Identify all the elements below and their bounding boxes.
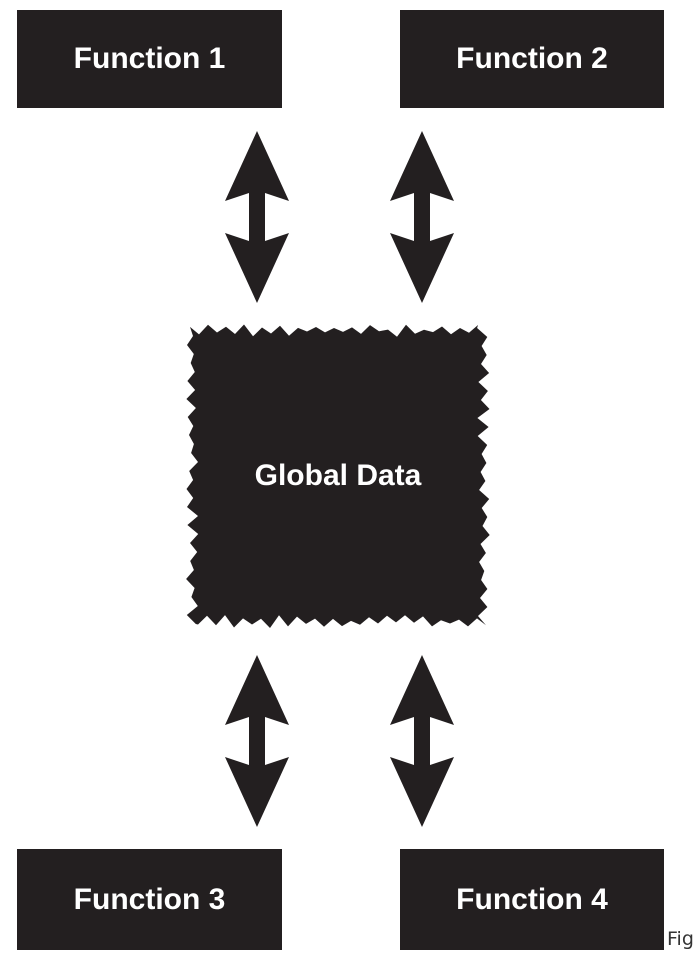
function-3-box: Function 3 bbox=[17, 849, 282, 950]
function-3-label: Function 3 bbox=[73, 882, 226, 916]
global-data-label: Global Data bbox=[254, 459, 422, 492]
double-arrow-function-4 bbox=[390, 655, 454, 827]
function-1-label: Function 1 bbox=[73, 42, 226, 75]
figure-caption: Fig bbox=[667, 928, 694, 950]
function-1-box: Function 1 bbox=[17, 10, 282, 108]
function-4-label: Function 4 bbox=[456, 882, 608, 916]
global-data-blob bbox=[186, 324, 490, 628]
double-arrow-function-1 bbox=[225, 131, 289, 303]
double-arrow-function-3 bbox=[225, 655, 289, 827]
function-2-box: Function 2 bbox=[400, 10, 664, 108]
function-4-box: Function 4 bbox=[400, 849, 664, 950]
function-2-label: Function 2 bbox=[456, 42, 608, 75]
double-arrow-function-2 bbox=[390, 131, 454, 303]
